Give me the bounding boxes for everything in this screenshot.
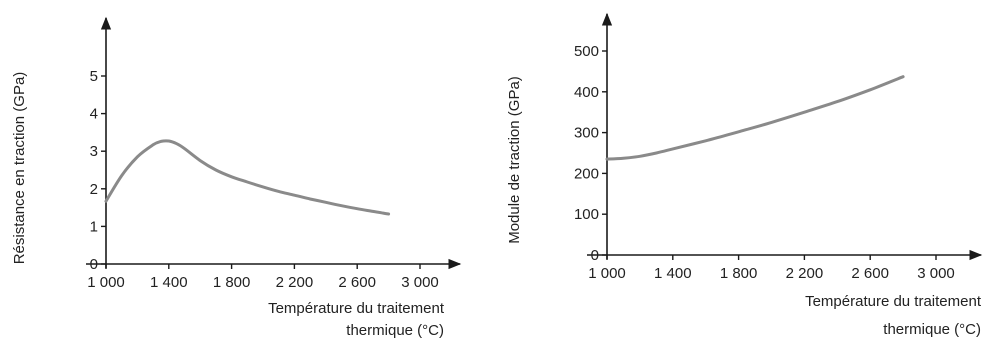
module-x-tick-label: 2 600 — [851, 265, 889, 282]
resistance-y-tick-label: 2 — [90, 181, 98, 198]
module-x-tick-label: 1 000 — [588, 265, 626, 282]
resistance-y-axis-label: Résistance en traction (GPa) — [11, 72, 28, 265]
module-y-tick-label: 500 — [574, 43, 599, 60]
resistance-x-axis-label-line1: Température du traitement — [268, 300, 445, 317]
resistance-y-tick-label: 0 — [90, 256, 98, 273]
resistance-y-tick-label: 4 — [90, 106, 98, 123]
module-y-axis-label: Module de traction (GPa) — [506, 76, 523, 244]
resistance-x-tick-label: 3 000 — [401, 274, 439, 291]
resistance-x-tick-label: 2 600 — [338, 274, 376, 291]
resistance-x-tick-label: 1 000 — [87, 274, 125, 291]
resistance-series-line — [104, 139, 391, 216]
resistance-x-tick-label: 1 800 — [213, 274, 251, 291]
module-y-tick-label: 100 — [574, 206, 599, 223]
resistance-y-tick-label: 3 — [90, 143, 98, 160]
module-y-tick-label: 200 — [574, 165, 599, 182]
module-y-tick-label: 300 — [574, 125, 599, 142]
module-y-tick-label: 0 — [591, 247, 599, 264]
resistance-y-tick-label: 5 — [90, 68, 98, 85]
resistance-y-tick-label: 1 — [90, 218, 98, 235]
module-x-tick-label: 3 000 — [917, 265, 955, 282]
module-x-axis-label-line1: Température du traitement — [805, 293, 982, 310]
module-x-tick-label: 1 400 — [654, 265, 692, 282]
module-x-tick-label: 1 800 — [720, 265, 758, 282]
resistance-chart: 0 1 2 3 4 5 1 000 1 400 1 800 2 200 2 600 3 000 Rési… — [11, 16, 462, 339]
module-x-tick-label: 2 200 — [786, 265, 824, 282]
module-chart: 0 100 200 300 400 500 1 000 1 400 1 800 2 200 2 60… — [506, 12, 983, 338]
resistance-x-axis-label-line2: thermique (°C) — [346, 322, 444, 339]
resistance-x-tick-label: 2 200 — [276, 274, 314, 291]
resistance-x-tick-label: 1 400 — [150, 274, 188, 291]
module-series-line — [605, 75, 905, 161]
module-x-axis-label-line2: thermique (°C) — [883, 321, 981, 338]
module-y-tick-label: 400 — [574, 84, 599, 101]
